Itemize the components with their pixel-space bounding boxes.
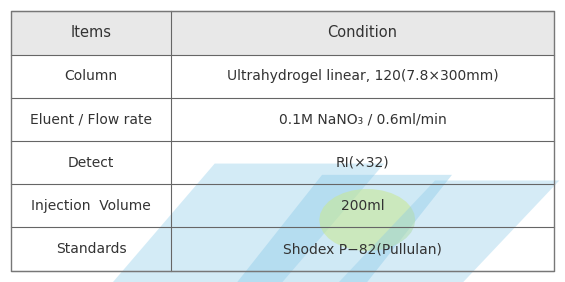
Bar xyxy=(11,98,171,141)
Text: Ultrahydrogel linear, 120(7.8×300mm): Ultrahydrogel linear, 120(7.8×300mm) xyxy=(227,69,498,83)
Polygon shape xyxy=(339,180,559,282)
Bar xyxy=(171,228,554,271)
Text: 0.1M NaNO₃ / 0.6ml/min: 0.1M NaNO₃ / 0.6ml/min xyxy=(279,113,446,126)
Text: 200ml: 200ml xyxy=(341,199,384,213)
Text: Items: Items xyxy=(71,25,112,40)
Text: Detect: Detect xyxy=(68,156,115,169)
Bar xyxy=(171,54,554,98)
Bar xyxy=(171,141,554,184)
Bar xyxy=(11,228,171,271)
Text: Shodex P−82(Pullulan): Shodex P−82(Pullulan) xyxy=(283,242,442,256)
Text: Injection  Volume: Injection Volume xyxy=(32,199,151,213)
Bar xyxy=(11,184,171,228)
Polygon shape xyxy=(237,175,452,282)
Bar xyxy=(11,54,171,98)
Polygon shape xyxy=(113,164,384,282)
Bar xyxy=(171,11,554,54)
Bar xyxy=(11,141,171,184)
Bar xyxy=(171,98,554,141)
Text: Column: Column xyxy=(65,69,118,83)
Polygon shape xyxy=(319,189,415,251)
Text: RI(×32): RI(×32) xyxy=(336,156,389,169)
Bar xyxy=(171,184,554,228)
Text: Condition: Condition xyxy=(328,25,398,40)
Text: Standards: Standards xyxy=(56,242,127,256)
Text: Eluent / Flow rate: Eluent / Flow rate xyxy=(31,113,153,126)
Bar xyxy=(11,11,171,54)
